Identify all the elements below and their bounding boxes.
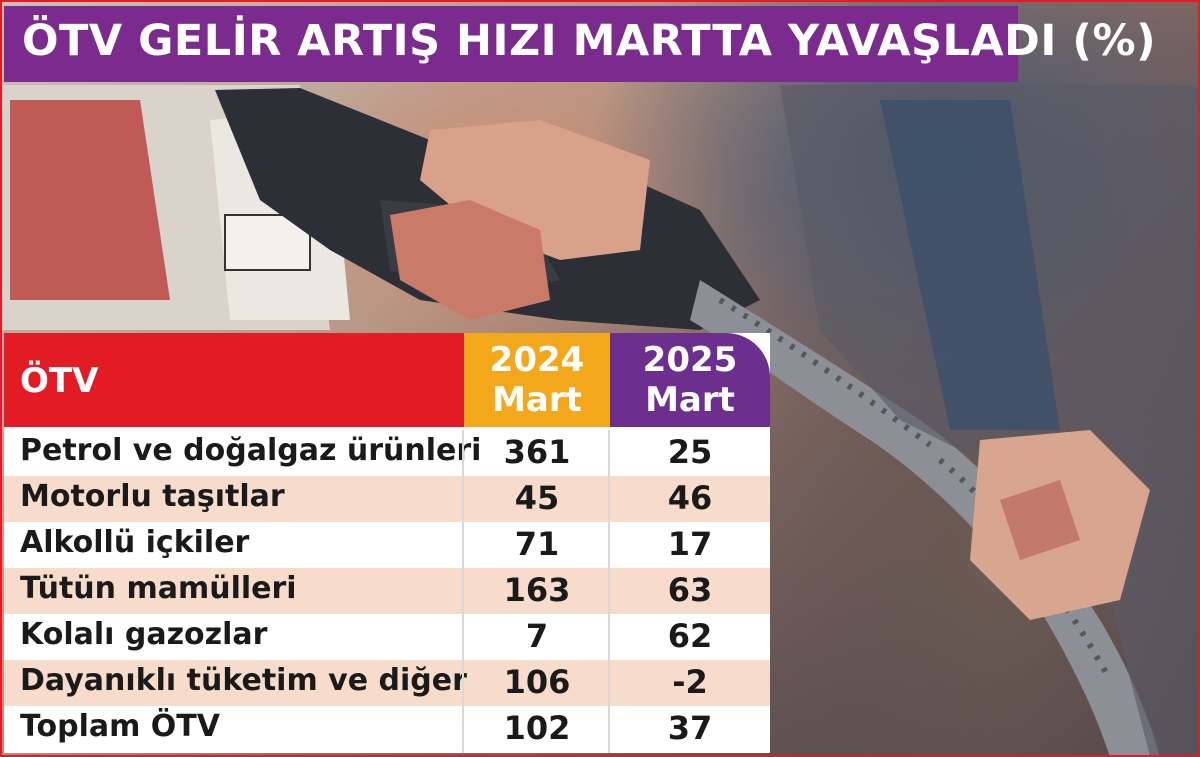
value-2024: 361 <box>503 433 571 471</box>
value-2024: 106 <box>503 663 571 701</box>
table-row: Alkollü içkiler 71 17 <box>4 522 770 568</box>
row-label: Tütün mamülleri <box>20 571 297 606</box>
table-row: Petrol ve doğalgaz ürünleri 361 25 <box>4 430 770 476</box>
value-2024: 102 <box>503 709 571 747</box>
value-2024: 45 <box>514 479 560 517</box>
column-divider <box>608 430 610 753</box>
row-label: Kolalı gazozlar <box>20 617 268 652</box>
value-2025: 25 <box>667 433 713 471</box>
table-body: Petrol ve doğalgaz ürünleri 361 25 Motor… <box>4 430 770 752</box>
column-header-2024-month: Mart <box>492 380 582 420</box>
value-2024: 7 <box>525 617 549 655</box>
value-2025: 37 <box>667 709 713 747</box>
column-header-2024-year: 2024 <box>489 340 585 380</box>
value-2025: -2 <box>672 663 708 701</box>
table-row: Tütün mamülleri 163 63 <box>4 568 770 614</box>
table-row: Kolalı gazozlar 7 62 <box>4 614 770 660</box>
row-label: Alkollü içkiler <box>20 525 250 560</box>
table-row: Motorlu taşıtlar 45 46 <box>4 476 770 522</box>
value-2025: 62 <box>667 617 713 655</box>
row-label: Dayanıklı tüketim ve diğer <box>20 663 467 698</box>
column-header-2025-month: Mart <box>645 380 735 420</box>
table-row: Toplam ÖTV 102 37 <box>4 706 770 752</box>
row-label: Toplam ÖTV <box>20 709 220 744</box>
table-header-label: ÖTV <box>20 361 99 401</box>
value-2025: 46 <box>667 479 713 517</box>
table-row: Dayanıklı tüketim ve diğer 106 -2 <box>4 660 770 706</box>
chart-title: ÖTV GELİR ARTIŞ HIZI MARTTA YAVAŞLADI (%… <box>22 16 1157 66</box>
column-header-2024: 2024 Mart <box>464 333 610 427</box>
value-2024: 71 <box>514 525 560 563</box>
row-label: Motorlu taşıtlar <box>20 479 285 514</box>
column-divider <box>462 430 464 753</box>
title-banner: ÖTV GELİR ARTIŞ HIZI MARTTA YAVAŞLADI (%… <box>4 6 1156 82</box>
column-header-2025-year: 2025 <box>642 340 738 380</box>
value-2025: 63 <box>667 571 713 609</box>
row-label: Petrol ve doğalgaz ürünleri <box>20 433 482 468</box>
table-header-label-cell: ÖTV <box>4 333 464 427</box>
value-2025: 17 <box>667 525 713 563</box>
column-header-2025: 2025 Mart <box>610 333 770 427</box>
value-2024: 163 <box>503 571 571 609</box>
